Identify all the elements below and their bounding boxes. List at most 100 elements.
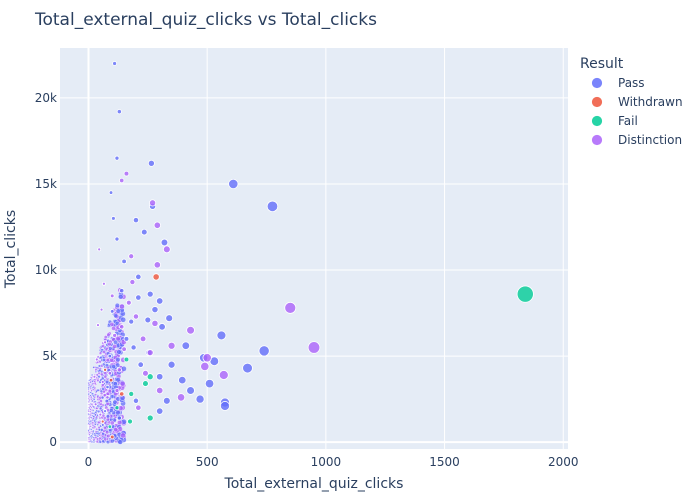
scatter-point-cloud: [89, 420, 92, 423]
scatter-point-cloud: [89, 439, 92, 443]
scatter-point: [108, 377, 114, 383]
scatter-point-cloud: [87, 400, 90, 403]
scatter-point-cloud: [88, 440, 91, 443]
scatter-point-cloud: [105, 439, 111, 445]
scatter-point-cloud: [120, 432, 126, 439]
scatter-point-cloud: [111, 326, 116, 331]
scatter-point: [167, 360, 176, 369]
scatter-point-cloud: [109, 408, 114, 413]
scatter-point-cloud: [90, 403, 93, 406]
scatter-point-cloud: [91, 399, 94, 403]
scatter-point-cloud: [119, 380, 126, 387]
scatter-point: [167, 341, 176, 350]
scatter-point: [144, 316, 152, 324]
scatter-point: [135, 273, 142, 281]
scatter-point-cloud: [118, 294, 124, 300]
scatter-point-cloud: [99, 355, 103, 360]
scatter-point-cloud: [103, 426, 107, 431]
scatter-point-cloud: [92, 417, 95, 420]
scatter-point: [142, 369, 149, 377]
scatter-point: [160, 238, 169, 247]
scatter-point-cloud: [110, 438, 115, 444]
scatter-point: [135, 294, 142, 301]
x-tick-label: 1000: [311, 455, 342, 469]
scatter-point: [105, 384, 110, 390]
scatter-point-cloud: [97, 420, 101, 424]
scatter-point: [307, 341, 321, 354]
scatter-point: [103, 409, 108, 414]
scatter-point: [146, 414, 154, 422]
scatter-point-cloud: [115, 357, 121, 363]
scatter-point-cloud: [91, 432, 95, 436]
scatter-point: [123, 336, 130, 342]
scatter-point: [152, 273, 160, 281]
scatter-point-cloud: [113, 427, 119, 432]
scatter-point-cloud: [103, 335, 108, 340]
y-tick-label: 15k: [35, 177, 57, 191]
scatter-point: [132, 397, 140, 404]
scatter-point-cloud: [91, 421, 94, 424]
scatter-point-cloud: [105, 358, 110, 363]
scatter-point: [147, 159, 155, 167]
scatter-point: [121, 258, 127, 265]
scatter-point-cloud: [115, 410, 121, 416]
scatter-point-cloud: [87, 390, 90, 393]
scatter-point: [153, 261, 161, 269]
x-axis-title: Total_external_quiz_clicks: [224, 476, 404, 492]
scatter-point: [93, 402, 98, 407]
scatter-point-cloud: [112, 343, 118, 349]
legend-marker: [591, 115, 603, 127]
scatter-point-cloud: [88, 418, 91, 421]
scatter-point-cloud: [114, 302, 120, 309]
scatter-point-cloud: [91, 392, 94, 395]
scatter-point: [186, 386, 195, 395]
scatter-point-cloud: [95, 431, 99, 435]
scatter-point: [123, 356, 130, 363]
scatter-point-cloud: [113, 339, 119, 345]
scatter-point: [204, 378, 215, 389]
scatter-point-cloud: [111, 364, 116, 369]
scatter-point-cloud: [96, 388, 100, 392]
x-tick-label: 500: [196, 455, 219, 469]
scatter-point: [176, 393, 186, 402]
scatter-point-cloud: [87, 413, 90, 416]
y-tick-label: 10k: [35, 263, 57, 277]
scatter-point-cloud: [109, 358, 114, 363]
scatter-point: [121, 346, 127, 352]
scatter-point-cloud: [120, 365, 127, 372]
scatter-point-cloud: [100, 428, 104, 432]
scatter-point-cloud: [103, 393, 107, 398]
scatter-point-cloud: [95, 440, 99, 444]
scatter-point: [94, 357, 99, 362]
scatter-point: [111, 216, 116, 221]
scatter-point-cloud: [119, 303, 125, 310]
scatter-point: [162, 396, 171, 405]
scatter-point-cloud: [89, 411, 93, 415]
scatter-point-cloud: [87, 436, 90, 439]
scatter-point: [107, 353, 113, 359]
y-tick-labels: 0 5k 10k 15k 20k: [35, 91, 57, 449]
scatter-point-cloud: [95, 406, 99, 410]
scatter-point-cloud: [101, 432, 105, 436]
scatter-point-cloud: [92, 437, 96, 441]
scatter-point: [158, 323, 166, 331]
scatter-point-cloud: [90, 376, 93, 380]
scatter-point: [151, 306, 159, 314]
legend-title: Result: [580, 56, 624, 72]
scatter-point-cloud: [93, 425, 97, 429]
scatter-point: [125, 299, 132, 306]
scatter-point: [119, 324, 125, 330]
scatter-point: [156, 386, 164, 395]
scatter-point-cloud: [101, 439, 105, 443]
scatter-point: [114, 405, 120, 411]
legend-label: Distinction: [618, 133, 682, 147]
scatter-point-cloud: [99, 389, 104, 394]
scatter-point: [151, 319, 159, 327]
scatter-point: [128, 390, 135, 397]
scatter-point: [108, 190, 114, 195]
scatter-point-cloud: [108, 346, 113, 351]
y-tick-label: 0: [49, 435, 57, 449]
scatter-point: [114, 388, 120, 393]
scatter-point-cloud: [90, 395, 93, 399]
